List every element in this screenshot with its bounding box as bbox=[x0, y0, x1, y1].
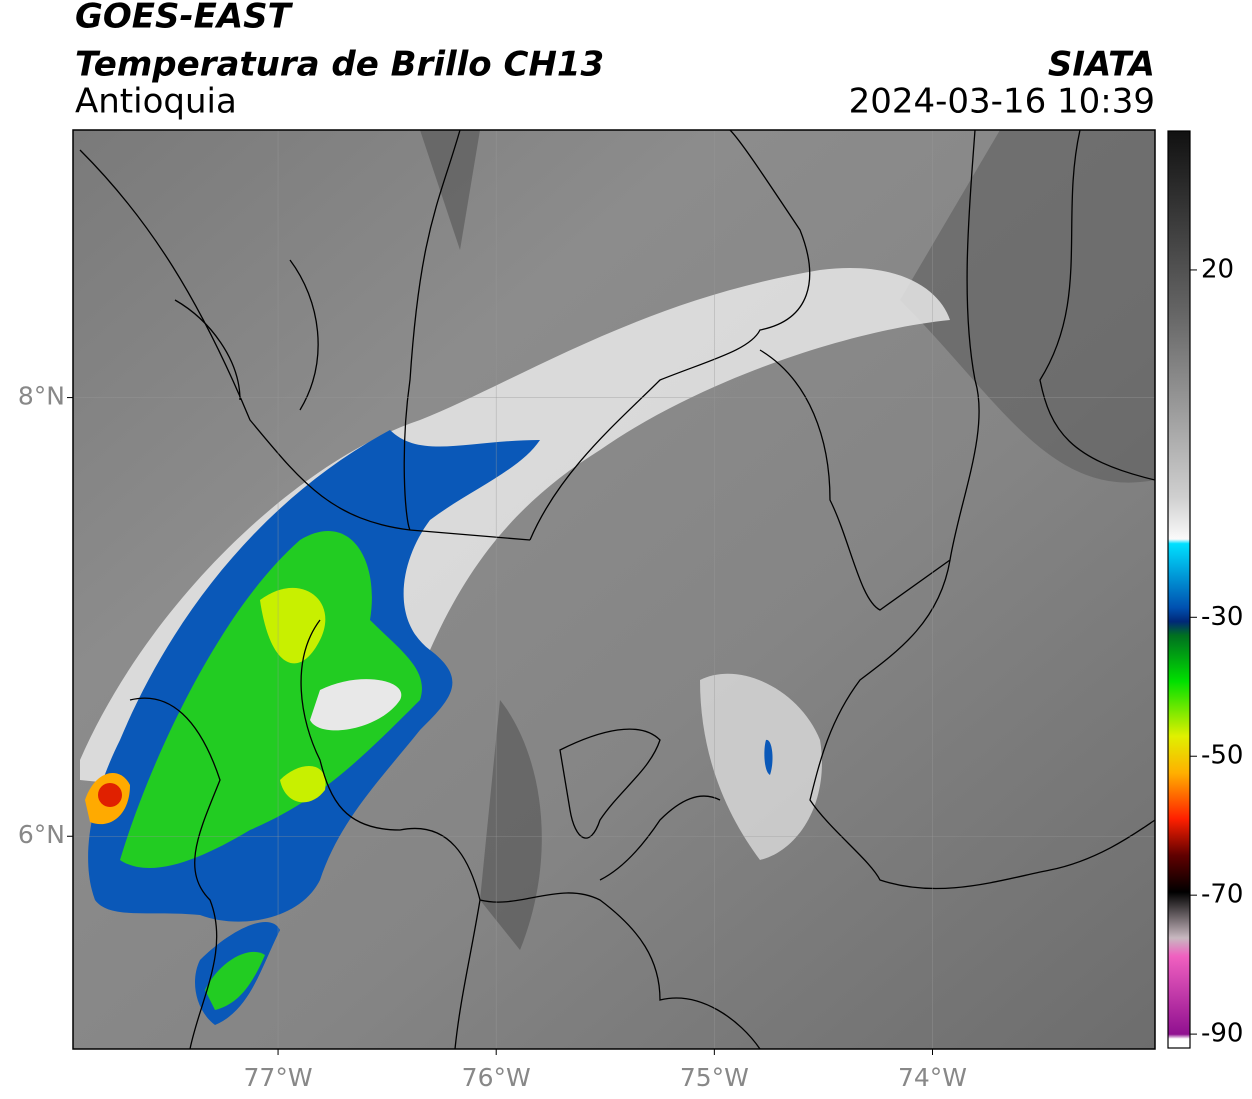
y-tick-label: 8°N bbox=[18, 382, 65, 411]
x-tick-label: 75°W bbox=[680, 1063, 749, 1092]
x-tick-label: 77°W bbox=[244, 1063, 313, 1092]
colorbar-tick-label: -50 bbox=[1201, 741, 1243, 771]
colorbar bbox=[1167, 130, 1191, 1049]
region: Antioquia bbox=[75, 82, 237, 122]
satellite: GOES-EAST bbox=[75, 0, 294, 37]
y-tick-label: 6°N bbox=[18, 820, 65, 849]
map-image bbox=[73, 130, 1155, 1049]
map-frame bbox=[72, 129, 1156, 1050]
colorbar-tick-label: -90 bbox=[1201, 1019, 1243, 1049]
source: SIATA bbox=[1048, 45, 1155, 85]
colorbar-tick-label: 20 bbox=[1201, 254, 1234, 284]
product: Temperatura de Brillo CH13 bbox=[75, 45, 604, 85]
colorbar-tick-label: -70 bbox=[1201, 880, 1243, 910]
datetime: 2024-03-16 10:39 bbox=[849, 82, 1155, 122]
x-tick-label: 76°W bbox=[462, 1063, 531, 1092]
x-tick-label: 74°W bbox=[898, 1063, 967, 1092]
colorbar-tick-label: -30 bbox=[1201, 602, 1243, 632]
